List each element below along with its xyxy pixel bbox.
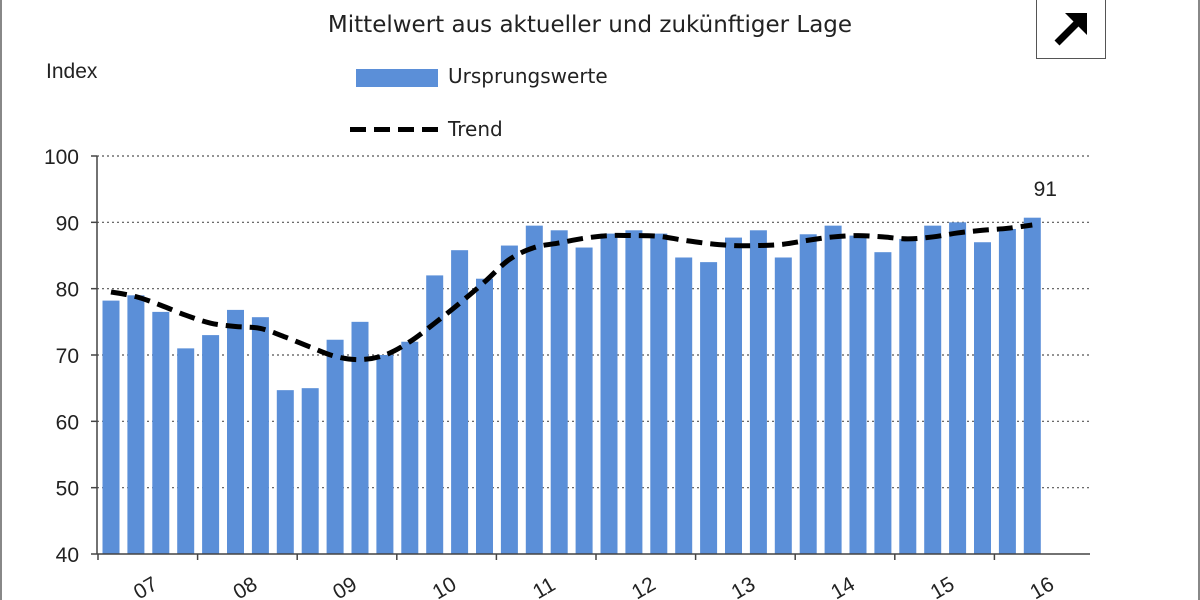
bar-36 — [998, 228, 1016, 554]
bar-25 — [725, 237, 742, 554]
bar-22 — [650, 233, 668, 555]
x-tick-label-10: 10 — [429, 573, 461, 600]
x-tick-label-07: 07 — [130, 573, 162, 600]
bar-24 — [700, 262, 718, 554]
bar-32 — [899, 238, 917, 554]
bar-29 — [824, 225, 842, 554]
x-tick-label-09: 09 — [329, 573, 361, 600]
bar-1 — [127, 295, 145, 554]
frame-left-border — [0, 0, 2, 600]
bar-3 — [177, 348, 195, 554]
x-tick-label-16: 16 — [1026, 573, 1058, 600]
bar-15 — [476, 278, 493, 554]
bar-27 — [774, 257, 792, 554]
y-tick-label-60: 60 — [56, 411, 79, 434]
bar-5 — [227, 309, 244, 554]
bar-34 — [949, 222, 967, 555]
bar-19 — [575, 247, 593, 555]
bar-7 — [276, 390, 294, 554]
legend-swatch-ursprungswerte — [356, 69, 438, 87]
trend-line — [110, 222, 1033, 363]
y-tick-label-50: 50 — [56, 478, 79, 501]
bar-11 — [376, 355, 394, 554]
bar-16 — [500, 245, 518, 555]
frame-right-border — [1198, 0, 1200, 600]
bar-0 — [102, 300, 120, 554]
bar-17 — [525, 225, 543, 554]
arrow-up-right-icon — [1054, 13, 1087, 46]
bar-9 — [326, 339, 344, 554]
bar-37 — [1023, 217, 1041, 554]
legend-label-trend: Trend — [448, 117, 503, 141]
bar-21 — [625, 230, 643, 554]
x-tick-label-11: 11 — [529, 573, 559, 600]
legend-swatch-trend — [350, 127, 440, 132]
bar-4 — [202, 335, 220, 554]
bar-28 — [799, 234, 817, 555]
bar-35 — [974, 242, 991, 554]
y-tick-label-90: 90 — [56, 212, 79, 235]
bar-31 — [874, 252, 892, 554]
bar-14 — [451, 250, 469, 554]
y-tick-label-70: 70 — [56, 345, 79, 368]
y-tick-label-80: 80 — [56, 279, 79, 302]
bar-8 — [301, 388, 319, 554]
bar-30 — [849, 235, 867, 554]
bar-20 — [600, 233, 618, 555]
x-tick-label-14: 14 — [827, 572, 859, 600]
trend-direction-box — [1036, 0, 1106, 59]
x-tick-label-08: 08 — [229, 573, 261, 600]
legend-label-ursprungswerte: Ursprungswerte — [448, 64, 608, 88]
y-tick-label-100: 100 — [44, 146, 79, 169]
x-tick-label-15: 15 — [927, 573, 959, 600]
x-tick-label-12: 12 — [628, 573, 660, 600]
bar-13 — [426, 275, 444, 554]
annotation-last-value: 91 — [1034, 178, 1057, 201]
bar-12 — [401, 341, 419, 554]
bar-33 — [924, 225, 942, 554]
y-axis-label: Index — [46, 60, 98, 83]
bar-6 — [251, 317, 269, 554]
bar-2 — [152, 311, 170, 554]
bar-23 — [675, 257, 693, 554]
bar-26 — [749, 230, 767, 554]
bar-18 — [550, 230, 568, 554]
bar-10 — [351, 321, 369, 554]
y-tick-label-40: 40 — [56, 544, 79, 567]
x-tick-label-13: 13 — [727, 573, 759, 600]
chart-subtitle: Mittelwert aus aktueller und zukünftiger… — [327, 12, 853, 38]
